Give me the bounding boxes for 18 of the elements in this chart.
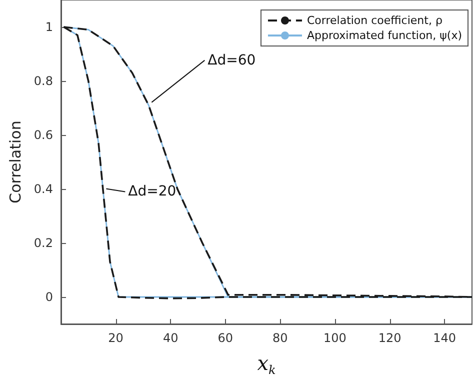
x-tick-label: 140 (433, 331, 456, 345)
x-tick-label: 120 (378, 331, 402, 345)
y-tick-label: 0 (45, 290, 53, 304)
y-tick-label: 0.2 (34, 236, 53, 250)
annotation: Δd=60 (208, 52, 256, 68)
x-tick-label: 60 (218, 331, 234, 345)
x-tick-label: 100 (324, 331, 346, 345)
x-tick-label: 40 (162, 331, 178, 345)
y-tick-label: 0.8 (34, 74, 53, 88)
y-tick-label: 1 (45, 20, 53, 34)
x-tick-label: 20 (108, 331, 124, 345)
legend-label: Correlation coefficient, ρ (306, 14, 442, 27)
legend-label: Approximated function, ψ(x) (306, 29, 462, 42)
y-axis-title: Correlation (6, 120, 24, 204)
y-tick-label: 0.6 (34, 128, 53, 142)
annotation: Δd=20 (128, 184, 176, 200)
y-tick-label: 0.4 (34, 182, 53, 196)
x-tick-label: 80 (272, 331, 288, 345)
